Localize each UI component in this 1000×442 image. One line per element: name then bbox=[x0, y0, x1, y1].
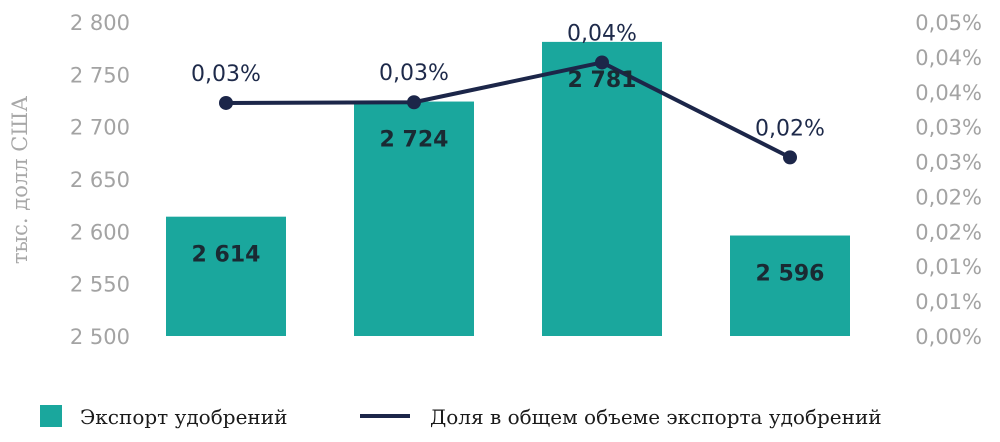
y2-tick-label: 0,04% bbox=[915, 46, 982, 70]
y-tick-label: 2 650 bbox=[70, 168, 130, 192]
bar-value-label: 2 596 bbox=[756, 262, 825, 287]
bar bbox=[166, 216, 286, 336]
line-series: 0,03% 0,03% 0,04% 0,02% bbox=[191, 21, 825, 165]
bar-series bbox=[166, 41, 850, 337]
line-point bbox=[219, 95, 233, 110]
line-value-label: 0,03% bbox=[379, 61, 449, 86]
line-value-label: 0,04% bbox=[567, 21, 637, 46]
y-axis-label: тыс. долл США bbox=[8, 96, 32, 264]
line-point bbox=[783, 150, 797, 165]
bar-value-label: 2 781 bbox=[568, 68, 637, 93]
bar bbox=[354, 101, 474, 337]
legend-bar-label: Экспорт удобрений bbox=[80, 405, 287, 429]
line-value-label: 0,02% bbox=[755, 116, 825, 141]
y-tick-label: 2 550 bbox=[70, 273, 130, 297]
y-tick-label: 2 800 bbox=[70, 11, 130, 35]
legend-line-label: Доля в общем объеме экспорта удобрений bbox=[430, 405, 882, 429]
y-tick-label: 2 600 bbox=[70, 220, 130, 244]
y2-tick-label: 0,02% bbox=[915, 220, 982, 244]
left-axis-ticks: 2 500 2 550 2 600 2 650 2 700 2 750 2 800 bbox=[70, 11, 130, 349]
bar bbox=[542, 41, 662, 337]
y2-tick-label: 0,02% bbox=[915, 185, 982, 209]
y2-tick-label: 0,00% bbox=[915, 325, 982, 349]
y2-tick-label: 0,01% bbox=[915, 290, 982, 314]
y2-tick-label: 0,04% bbox=[915, 81, 982, 105]
legend: Экспорт удобрений Доля в общем объеме эк… bbox=[40, 405, 882, 429]
share-line bbox=[225, 60, 791, 160]
bar bbox=[730, 235, 850, 336]
legend-bar-swatch bbox=[40, 405, 62, 427]
bar-value-label: 2 614 bbox=[192, 243, 261, 268]
y2-tick-label: 0,05% bbox=[915, 11, 982, 35]
y2-tick-label: 0,03% bbox=[915, 151, 982, 175]
y2-tick-label: 0,03% bbox=[915, 116, 982, 140]
bar-value-label: 2 724 bbox=[380, 128, 449, 153]
right-axis-ticks: 0,00% 0,01% 0,01% 0,02% 0,02% 0,03% 0,03% 0,04%… bbox=[915, 11, 982, 349]
line-point bbox=[407, 95, 421, 110]
y-tick-label: 2 500 bbox=[70, 325, 130, 349]
y2-tick-label: 0,01% bbox=[915, 255, 982, 279]
y-tick-label: 2 750 bbox=[70, 63, 130, 87]
line-point bbox=[595, 55, 609, 70]
line-value-label: 0,03% bbox=[191, 62, 261, 87]
y-tick-label: 2 700 bbox=[70, 116, 130, 140]
